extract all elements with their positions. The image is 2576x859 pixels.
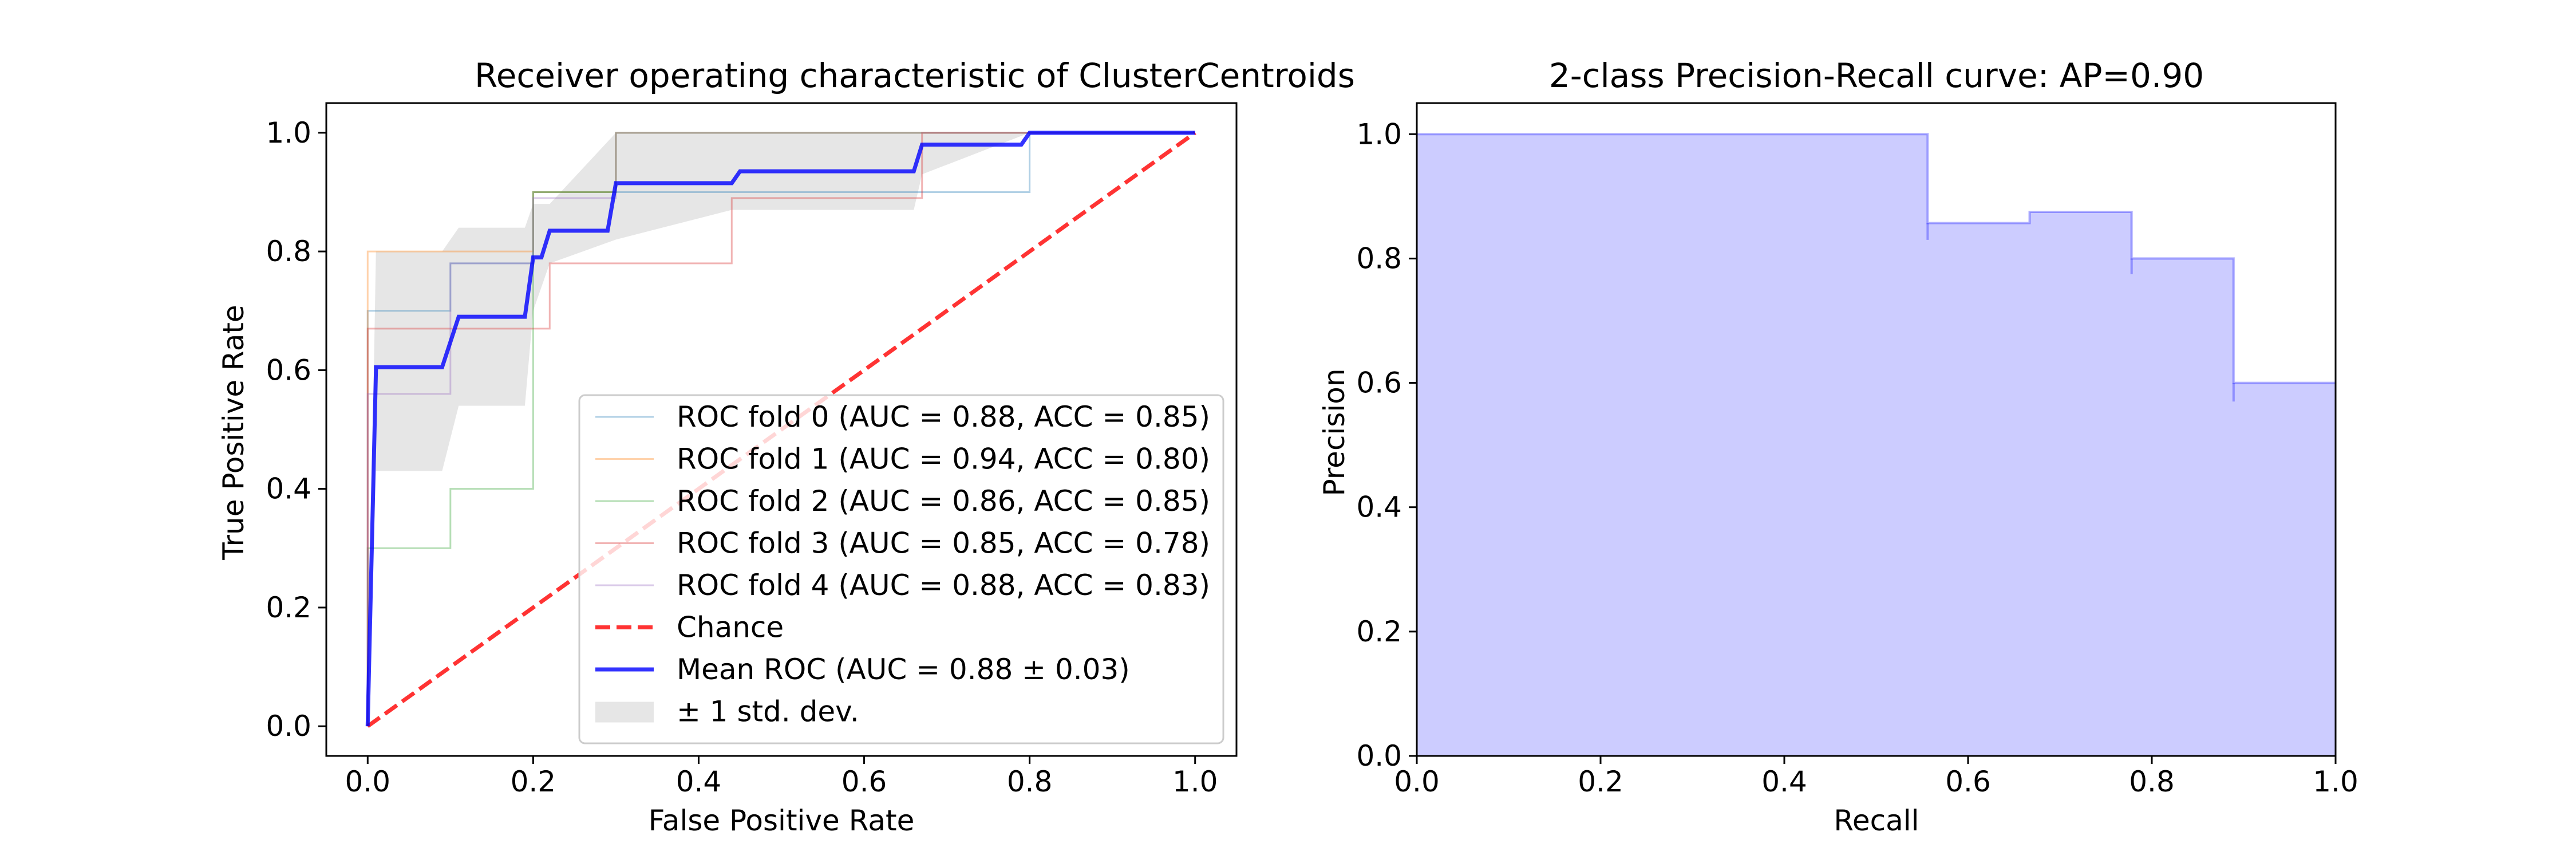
- legend-label: Mean ROC (AUC = 0.88 ± 0.03): [677, 653, 1130, 686]
- roc-x-tick-label: 0.4: [676, 765, 722, 798]
- roc-y-tick-label: 1.0: [266, 116, 311, 149]
- pr-x-tick-label: 0.4: [1761, 765, 1807, 798]
- roc-fold-3-line: [366, 132, 1195, 727]
- pr-y-tick-label: 1.0: [1356, 117, 1402, 151]
- roc-x-tick-label: 0.8: [1007, 765, 1053, 798]
- pr-y-tick-label: 0.4: [1356, 491, 1402, 524]
- roc-title: Receiver operating characteristic of Clu…: [475, 56, 1355, 95]
- pr-step-line: [1417, 133, 2336, 384]
- roc-chart: Receiver operating characteristic of Clu…: [217, 56, 1355, 837]
- pr-y-tick-label: 0.0: [1356, 739, 1402, 773]
- pr-x-ticks: 0.0 0.2 0.4 0.6 0.8 1.0: [1394, 756, 2358, 798]
- roc-x-axis-label: False Positive Rate: [649, 804, 915, 837]
- legend-label: ROC fold 4 (AUC = 0.88, ACC = 0.83): [677, 569, 1210, 602]
- pr-area-layer: [1417, 133, 2336, 756]
- pr-x-tick-label: 0.2: [1578, 765, 1623, 798]
- roc-fold-2-line: [366, 132, 1195, 727]
- legend-label: ROC fold 1 (AUC = 0.94, ACC = 0.80): [677, 443, 1210, 476]
- pr-y-tick-label: 0.2: [1356, 615, 1402, 648]
- roc-axes-frame: [325, 102, 1238, 757]
- roc-y-ticks: 0.0 0.2 0.4 0.6 0.8 1.0: [266, 116, 326, 743]
- legend-label: ± 1 std. dev.: [677, 695, 859, 728]
- pr-x-tick-label: 0.6: [1945, 765, 1991, 798]
- pr-x-axis-label: Recall: [1834, 804, 1919, 837]
- roc-fold-4-line: [366, 132, 1195, 727]
- pr-y-tick-label: 0.6: [1356, 367, 1402, 400]
- roc-fold-0-line: [366, 132, 1195, 727]
- legend-swatch-std-dev: [595, 702, 654, 723]
- pr-x-tick-label: 1.0: [2313, 765, 2358, 798]
- roc-y-tick-label: 0.4: [266, 472, 311, 506]
- roc-y-tick-label: 0.0: [266, 710, 311, 743]
- legend-label: ROC fold 3 (AUC = 0.85, ACC = 0.78): [677, 527, 1210, 560]
- roc-x-tick-label: 1.0: [1172, 765, 1218, 798]
- roc-fold-1-line: [366, 132, 1195, 727]
- roc-legend: ROC fold 0 (AUC = 0.88, ACC = 0.85) ROC f…: [578, 394, 1224, 744]
- pr-title: 2-class Precision-Recall curve: AP=0.90: [1549, 56, 2204, 95]
- roc-y-tick-label: 0.8: [266, 235, 311, 268]
- pr-area-fill: [1417, 134, 2336, 756]
- legend-label: ROC fold 2 (AUC = 0.86, ACC = 0.85): [677, 484, 1210, 518]
- roc-y-axis-label: True Positive Rate: [217, 305, 250, 560]
- roc-x-tick-label: 0.2: [511, 765, 556, 798]
- pr-axes-frame: [1416, 102, 2337, 757]
- pr-y-axis-label: Precision: [1318, 368, 1351, 496]
- pr-y-ticks: 0.0 0.2 0.4 0.6 0.8 1.0: [1356, 117, 1417, 773]
- mean-roc-line: [365, 131, 1195, 727]
- legend-label: ROC fold 0 (AUC = 0.88, ACC = 0.85): [677, 400, 1210, 434]
- pr-x-tick-label: 0.0: [1394, 765, 1440, 798]
- roc-x-tick-label: 0.6: [841, 765, 887, 798]
- legend-label: Chance: [677, 611, 784, 644]
- roc-x-ticks: 0.0 0.2 0.4 0.6 0.8 1.0: [345, 756, 1218, 798]
- roc-x-tick-label: 0.0: [345, 765, 391, 798]
- precision-recall-chart: 2-class Precision-Recall curve: AP=0.90 …: [1318, 56, 2358, 837]
- roc-y-tick-label: 0.2: [266, 591, 311, 624]
- legend-box: [578, 394, 1224, 744]
- roc-y-tick-label: 0.6: [266, 353, 311, 387]
- pr-x-tick-label: 0.8: [2129, 765, 2175, 798]
- pr-y-tick-label: 0.8: [1356, 242, 1402, 275]
